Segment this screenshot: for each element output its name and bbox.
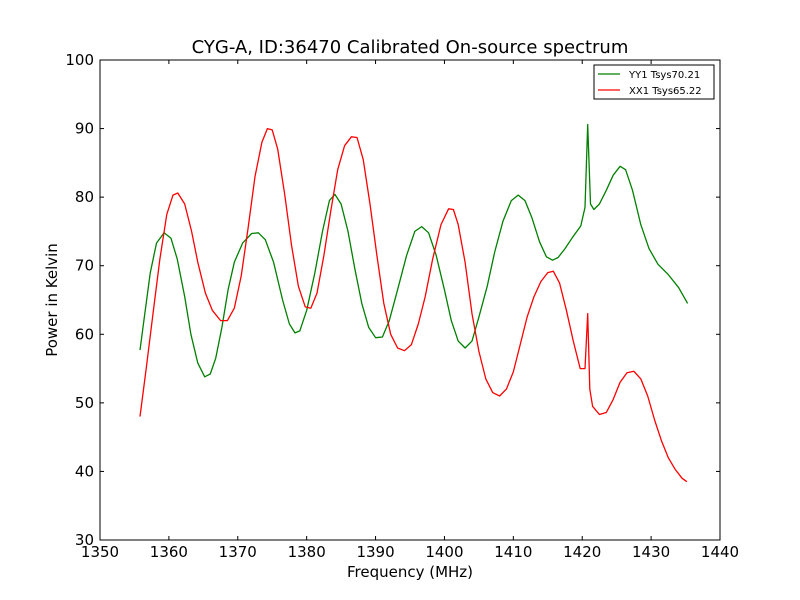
axes-frame bbox=[99, 59, 721, 541]
y-tick-label-1: 40 bbox=[75, 462, 94, 480]
y-tick-label-4: 70 bbox=[75, 257, 94, 275]
legend-label-0: YY1 Tsys70.21 bbox=[628, 70, 700, 81]
y-tick-label-5: 80 bbox=[75, 188, 94, 206]
y-axis-label: Power in Kelvin bbox=[43, 243, 61, 357]
y-tick-label-6: 90 bbox=[75, 120, 94, 138]
x-tick-label-8: 1430 bbox=[632, 543, 670, 561]
y-tick-label-0: 30 bbox=[75, 531, 94, 549]
x-tick-label-6: 1410 bbox=[494, 543, 532, 561]
ticks-layer: 1350 1360 1370 1380 1390 1400 1410 1420 1430 1440… bbox=[65, 51, 739, 561]
x-tick-label-3: 1380 bbox=[288, 543, 326, 561]
plot-area: 1350 1360 1370 1380 1390 1400 1410 1420 1430 1440… bbox=[65, 51, 739, 561]
legend-label-1: XX1 Tsys65.22 bbox=[629, 86, 702, 97]
x-tick-label-5: 1400 bbox=[425, 543, 463, 561]
legend-box bbox=[593, 64, 715, 100]
y-tick-label-2: 50 bbox=[75, 394, 94, 412]
series-layer bbox=[139, 123, 689, 483]
x-tick-label-1: 1360 bbox=[150, 543, 188, 561]
legend: YY1 Tsys70.21 XX1 Tsys65.22 bbox=[593, 64, 715, 100]
chart-title: CYG-A, ID:36470 Calibrated On-source spe… bbox=[192, 37, 629, 58]
y-tick-label-3: 60 bbox=[75, 325, 94, 343]
x-tick-label-2: 1370 bbox=[219, 543, 257, 561]
x-axis-label: Frequency (MHz) bbox=[347, 563, 473, 581]
y-tick-label-7: 100 bbox=[65, 51, 94, 69]
series-line-1 bbox=[139, 127, 688, 483]
x-tick-label-4: 1390 bbox=[356, 543, 394, 561]
x-tick-label-9: 1440 bbox=[701, 543, 739, 561]
x-tick-label-7: 1420 bbox=[563, 543, 601, 561]
x-tick-label-0: 1350 bbox=[81, 543, 119, 561]
